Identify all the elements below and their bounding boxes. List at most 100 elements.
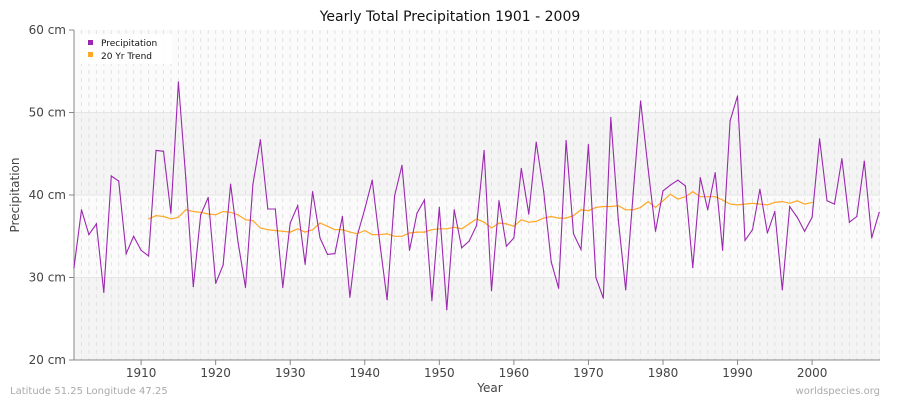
- trend-point: [423, 231, 426, 233]
- precipitation-point: [722, 249, 724, 251]
- trend-point: [669, 193, 672, 195]
- precipitation-point: [528, 213, 530, 215]
- precipitation-point: [632, 192, 634, 194]
- trend-point: [625, 209, 627, 211]
- trend-point: [535, 220, 537, 222]
- precipitation-point: [379, 241, 381, 243]
- y-tick-label: 30 cm: [29, 271, 66, 285]
- trend-point: [304, 231, 306, 233]
- trend-point: [408, 232, 411, 234]
- trend-point: [774, 201, 776, 204]
- trend-point: [513, 225, 515, 227]
- precipitation-point: [431, 300, 433, 302]
- trend-point: [289, 231, 291, 233]
- precipitation-point: [572, 233, 575, 235]
- precipitation-point: [408, 249, 411, 251]
- precipitation-point: [871, 237, 873, 239]
- x-tick-label: 1920: [200, 366, 231, 380]
- trend-point: [662, 200, 664, 202]
- precipitation-point: [200, 214, 202, 216]
- precipitation-point: [833, 203, 836, 205]
- y-tick-label: 20 cm: [29, 353, 66, 367]
- precipitation-point: [125, 252, 127, 255]
- trend-point: [699, 196, 701, 198]
- precipitation-point: [818, 138, 821, 140]
- trend-point: [759, 203, 761, 205]
- precipitation-point: [856, 215, 858, 218]
- location-caption: Latitude 51.25 Longitude 47.25: [10, 386, 168, 397]
- precipitation-point: [744, 239, 746, 241]
- precipitation-point: [356, 234, 358, 237]
- trend-point: [222, 210, 224, 213]
- precipitation-point: [662, 190, 664, 192]
- trend-point: [647, 201, 649, 203]
- precipitation-point: [155, 149, 157, 152]
- precipitation-point: [334, 252, 336, 255]
- precipitation-point: [565, 139, 567, 142]
- trend-point: [528, 221, 530, 223]
- trend-point: [640, 206, 642, 208]
- precipitation-point: [252, 183, 254, 185]
- precipitation-point: [774, 210, 776, 213]
- precipitation-point: [311, 191, 314, 193]
- trend-point: [207, 213, 209, 215]
- precipitation-point: [177, 81, 179, 83]
- precipitation-point: [386, 299, 388, 301]
- trend-point: [200, 211, 202, 213]
- precipitation-point: [505, 245, 508, 247]
- trend-point: [654, 206, 657, 208]
- legend-swatch-precipitation: [88, 40, 93, 45]
- precipitation-point: [781, 289, 783, 291]
- trend-point: [386, 233, 388, 235]
- y-tick-label: 50 cm: [29, 106, 66, 120]
- precipitation-point: [192, 285, 194, 288]
- precipitation-point: [103, 291, 105, 293]
- trend-point: [147, 218, 150, 220]
- x-tick-label: 1910: [126, 366, 157, 380]
- trend-point: [572, 215, 575, 217]
- trend-point: [446, 228, 448, 230]
- trend-point: [244, 219, 247, 221]
- trend-point: [259, 227, 261, 229]
- legend-trend: 20 Yr Trend: [101, 52, 152, 62]
- precipitation-point: [289, 222, 291, 224]
- precipitation-point: [215, 282, 217, 284]
- precipitation-point: [401, 164, 403, 166]
- y-tick-label: 40 cm: [29, 188, 66, 202]
- trend-point: [505, 223, 508, 225]
- precipitation-point: [438, 206, 440, 208]
- x-tick-label: 1990: [722, 366, 753, 380]
- precipitation-point: [640, 100, 642, 102]
- precipitation-point: [88, 234, 90, 236]
- precipitation-point: [617, 219, 619, 221]
- precipitation-point: [222, 264, 224, 266]
- trend-point: [781, 201, 783, 203]
- trend-point: [729, 203, 731, 205]
- precipitation-point: [95, 223, 97, 225]
- trend-point: [311, 229, 314, 231]
- precipitation-point: [550, 261, 552, 263]
- chart-title: Yearly Total Precipitation 1901 - 2009: [319, 9, 581, 25]
- precipitation-point: [841, 158, 843, 160]
- precipitation-point: [863, 160, 865, 162]
- precipitation-point: [80, 209, 83, 211]
- trend-point: [364, 229, 366, 232]
- trend-point: [416, 231, 418, 233]
- source-caption: worldspecies.org: [796, 386, 880, 397]
- x-tick-label: 1930: [275, 366, 306, 380]
- precipitation-point: [490, 290, 493, 292]
- legend: Precipitation 20 Yr Trend: [80, 34, 172, 64]
- precipitation-point: [326, 253, 329, 255]
- trend-point: [155, 215, 157, 217]
- precipitation-point: [282, 286, 284, 288]
- precipitation-point: [848, 221, 850, 223]
- precipitation-point: [468, 240, 470, 242]
- trend-point: [722, 199, 724, 201]
- precipitation-point: [162, 150, 165, 152]
- x-tick-label: 1960: [499, 366, 530, 380]
- precipitation-point: [423, 199, 426, 201]
- precipitation-point: [707, 209, 709, 211]
- precipitation-point: [364, 208, 366, 210]
- precipitation-point: [341, 215, 343, 218]
